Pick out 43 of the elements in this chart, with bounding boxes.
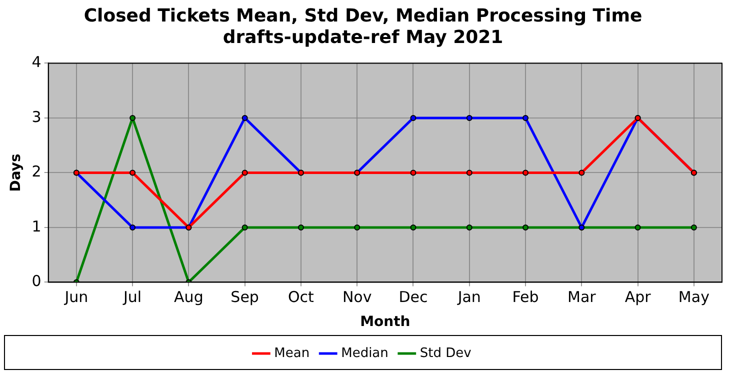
y-tick-label: 1 <box>32 217 42 236</box>
x-tick-label: May <box>678 288 710 306</box>
point <box>130 114 136 121</box>
point <box>634 224 641 230</box>
point <box>466 114 472 121</box>
x-tick-label: Jun <box>64 288 88 306</box>
x-tick-label: Oct <box>288 288 314 306</box>
point <box>242 114 248 121</box>
x-tick-label: Jul <box>122 288 142 306</box>
point <box>522 224 529 230</box>
legend-label: Std Dev <box>420 346 472 361</box>
chart-title: Closed Tickets Mean, Std Dev, Median Processing Time drafts-update-ref May 2021 <box>84 5 642 48</box>
point <box>410 114 416 121</box>
legend-label: Median <box>341 346 388 361</box>
point <box>130 224 136 230</box>
point <box>522 170 529 176</box>
point <box>466 170 472 176</box>
x-tick-label: Jan <box>456 288 481 306</box>
y-tick-label: 0 <box>32 272 42 290</box>
x-axis-title: Month <box>360 314 410 330</box>
point <box>298 224 304 230</box>
point <box>242 170 248 176</box>
point <box>690 224 697 230</box>
point <box>354 224 360 230</box>
x-tick-label: Mar <box>568 288 597 306</box>
point <box>130 170 136 176</box>
x-tick-label: Sep <box>230 288 259 306</box>
x-tick-label: Aug <box>174 288 204 306</box>
point <box>242 224 248 230</box>
point <box>410 224 416 230</box>
point <box>410 170 416 176</box>
y-tick-label: 4 <box>32 53 42 72</box>
y-axis-title: Days <box>8 154 24 192</box>
y-tick-label: 2 <box>32 162 42 181</box>
x-tick-label: Apr <box>624 288 652 306</box>
point <box>578 170 585 176</box>
x-tick-label: Nov <box>342 288 372 306</box>
point <box>466 224 472 230</box>
y-tick-label: 3 <box>32 108 42 126</box>
x-tick-label: Feb <box>512 288 539 306</box>
legend-label: Mean <box>274 346 310 361</box>
x-tick-label: Dec <box>398 288 428 306</box>
point <box>522 114 529 121</box>
